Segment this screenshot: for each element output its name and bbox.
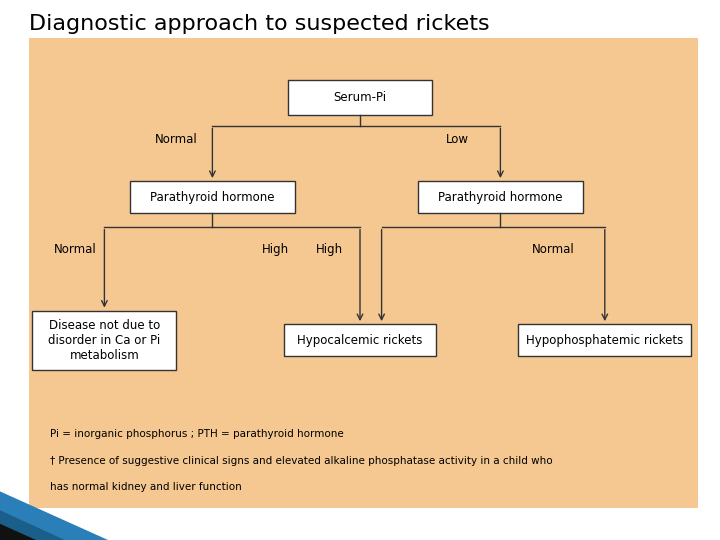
Polygon shape — [0, 524, 36, 540]
FancyBboxPatch shape — [518, 324, 691, 356]
Text: High: High — [261, 243, 289, 256]
Text: Normal: Normal — [54, 243, 97, 256]
Text: Parathyroid hormone: Parathyroid hormone — [438, 191, 562, 204]
FancyBboxPatch shape — [29, 38, 698, 508]
Text: Normal: Normal — [531, 243, 575, 256]
FancyBboxPatch shape — [284, 324, 436, 356]
Text: Serum-Pi: Serum-Pi — [333, 91, 387, 104]
Text: Normal: Normal — [155, 133, 198, 146]
Text: Parathyroid hormone: Parathyroid hormone — [150, 191, 274, 204]
Text: † Presence of suggestive clinical signs and elevated alkaline phosphatase activi: † Presence of suggestive clinical signs … — [50, 456, 553, 467]
Text: Diagnostic approach to suspected rickets: Diagnostic approach to suspected rickets — [29, 14, 490, 33]
FancyBboxPatch shape — [418, 181, 583, 213]
FancyBboxPatch shape — [32, 310, 176, 370]
Polygon shape — [0, 491, 108, 540]
Text: Low: Low — [446, 133, 469, 146]
Text: Hypocalcemic rickets: Hypocalcemic rickets — [297, 334, 423, 347]
Text: Disease not due to
disorder in Ca or Pi
metabolism: Disease not due to disorder in Ca or Pi … — [48, 319, 161, 362]
Text: Pi = inorganic phosphorus ; PTH = parathyroid hormone: Pi = inorganic phosphorus ; PTH = parath… — [50, 429, 344, 440]
Text: Hypophosphatemic rickets: Hypophosphatemic rickets — [526, 334, 683, 347]
Text: High: High — [316, 243, 343, 256]
FancyBboxPatch shape — [130, 181, 295, 213]
Text: has normal kidney and liver function: has normal kidney and liver function — [50, 482, 242, 492]
Polygon shape — [0, 510, 65, 540]
FancyBboxPatch shape — [288, 79, 432, 115]
